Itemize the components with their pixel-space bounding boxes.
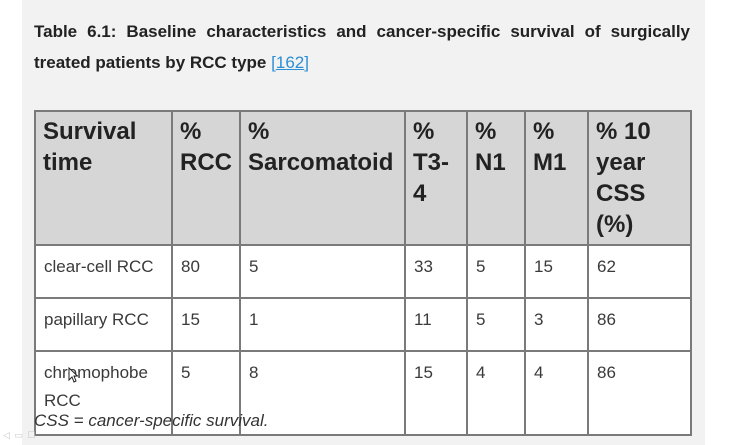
table-cell: clear-cell RCC xyxy=(34,244,173,299)
table-cell: chromophobe RCC xyxy=(34,350,173,436)
header-pct-n1: % N1 xyxy=(466,110,526,246)
table-row: clear-cell RCC 80 5 33 5 15 62 xyxy=(34,244,692,299)
table-caption: Table 6.1: Baseline characteristics and … xyxy=(34,16,690,78)
rcc-table: Survival time % RCC % Sarcomatoid % T3-4… xyxy=(34,110,692,436)
table-cell: 62 xyxy=(587,244,692,299)
table-cell: 11 xyxy=(404,297,468,352)
table-cell: 4 xyxy=(466,350,526,436)
table-cell: 1 xyxy=(239,297,406,352)
header-pct-m1: % M1 xyxy=(524,110,589,246)
header-row: Survival time % RCC % Sarcomatoid % T3-4… xyxy=(34,110,692,246)
table-footnote: CSS = cancer-specific survival. xyxy=(34,411,269,430)
table-cell: 5 xyxy=(171,350,241,436)
header-pct-t3-4: % T3-4 xyxy=(404,110,468,246)
table-cell: 15 xyxy=(524,244,589,299)
table-cell: 8 xyxy=(239,350,406,436)
table-cell: papillary RCC xyxy=(34,297,173,352)
table-cell: 80 xyxy=(171,244,241,299)
table-cell: 33 xyxy=(404,244,468,299)
table-cell: 3 xyxy=(524,297,589,352)
header-pct-sarcomatoid: % Sarcomatoid xyxy=(239,110,406,246)
table-cell: 5 xyxy=(466,244,526,299)
table-cell: 15 xyxy=(404,350,468,436)
table-row: papillary RCC 15 1 11 5 3 86 xyxy=(34,297,692,352)
ref-close-bracket: ] xyxy=(304,53,309,72)
caption-text: Table 6.1: Baseline characteristics and … xyxy=(34,22,690,72)
table-cell: 15 xyxy=(171,297,241,352)
mouse-pointer-icon xyxy=(68,367,78,383)
table-cell: 86 xyxy=(587,350,692,436)
table-cell: 5 xyxy=(466,297,526,352)
table-cell: 4 xyxy=(524,350,589,436)
header-pct-rcc: % RCC xyxy=(171,110,241,246)
header-10-year-css: % 10 year CSS (%) xyxy=(587,110,692,246)
header-survival-time: Survival time xyxy=(34,110,173,246)
reference-link[interactable]: 162 xyxy=(275,53,305,72)
ref-open-bracket: [ xyxy=(271,53,276,72)
table-row: chromophobe RCC 5 8 15 4 4 86 xyxy=(34,350,692,436)
faint-corner-mark-icon: ◁ ▭ ☐ xyxy=(3,430,37,440)
table-cell: 5 xyxy=(239,244,406,299)
table-cell: 86 xyxy=(587,297,692,352)
